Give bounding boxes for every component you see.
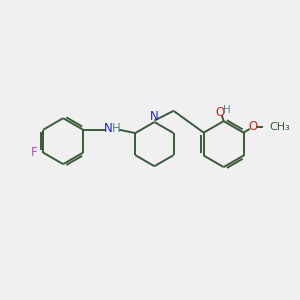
Text: O: O (248, 120, 257, 133)
Text: O: O (215, 106, 224, 119)
Text: F: F (31, 146, 37, 159)
Text: CH₃: CH₃ (270, 122, 290, 132)
Text: N: N (103, 122, 112, 135)
Text: H: H (112, 122, 121, 135)
Text: H: H (223, 105, 230, 115)
Text: N: N (150, 110, 159, 123)
